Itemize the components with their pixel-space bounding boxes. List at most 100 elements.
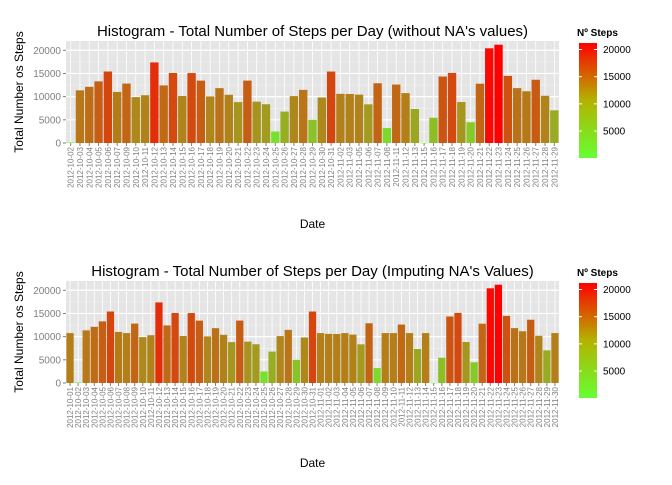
panel2-x-tick-label: 2012-10-30: [300, 386, 309, 427]
panel2-bar: [510, 328, 519, 383]
panel1-bar: [85, 86, 94, 143]
panel2-x-tick-label: 2012-11-17: [446, 386, 455, 427]
panel2-x-tick-label: 2012-11-21: [478, 386, 487, 427]
panel2-bar: [325, 333, 333, 383]
panel1-bar: [150, 62, 159, 143]
panel1-bar: [326, 71, 336, 143]
panel1-x-tick-label: 2012-11-23: [495, 146, 504, 187]
panel2-bar: [131, 323, 139, 383]
panel2-x-tick-label: 2012-10-07: [115, 386, 124, 427]
panel1-x-tick-label: 2012-10-30: [318, 146, 327, 187]
panel1-bar: [522, 91, 531, 143]
panel2-bar: [195, 320, 203, 383]
panel1-bar: [159, 85, 168, 143]
panel1-x-tick-label: 2012-11-08: [383, 146, 392, 187]
panel1-x-tick-label: 2012-10-05: [95, 146, 104, 187]
panel2-bar: [405, 333, 414, 383]
panel1-legend-tick-label: 10000: [603, 99, 631, 110]
panel2-x-tick-label: 2012-11-02: [325, 386, 334, 427]
panel2-bar: [244, 341, 252, 383]
panel1-x-tick-label: 2012-10-04: [85, 146, 94, 187]
panel1-bar: [205, 96, 215, 143]
panel2-bar: [228, 342, 236, 383]
panel2-x-tick-label: 2012-10-10: [139, 386, 148, 427]
panel2-x-tick-label: 2012-11-09: [381, 386, 390, 427]
panel2-bar: [308, 311, 317, 383]
panel1-bar: [457, 102, 466, 143]
panel2-bar: [365, 323, 373, 383]
panel2-bar: [349, 334, 357, 383]
panel2-bar: [462, 342, 470, 383]
panel2-bar: [171, 313, 179, 383]
panel2-x-tick-label: 2012-11-06: [357, 386, 366, 427]
panel1-bar: [233, 102, 243, 143]
panel1-bar: [317, 97, 326, 143]
panel2-x-tick-label: 2012-10-29: [292, 386, 301, 427]
panel1-bar: [122, 83, 131, 143]
panel2-x-tick-label: 2012-11-15: [430, 386, 439, 427]
panel2-x-tick-label: 2012-10-16: [187, 386, 196, 427]
panel2-x-tick-label: 2012-10-28: [284, 386, 293, 427]
panel1-bar: [336, 93, 345, 143]
panel2-x-tick-label: 2012-11-20: [470, 386, 479, 427]
panel1-bar: [66, 142, 75, 143]
panel1-bar: [475, 83, 485, 143]
panel1-x-tick-label: 2012-11-02: [336, 146, 345, 187]
panel2-x-tick-label: 2012-11-04: [341, 386, 350, 427]
panel1-x-tick-label: 2012-11-03: [346, 146, 355, 187]
panel2-x-tick-label: 2012-10-26: [268, 386, 277, 427]
panel2-x-tick-label: 2012-11-30: [551, 386, 560, 427]
panel2-legend-tick-label: 5000: [603, 367, 626, 378]
panel2-y-axis-label: Total Number os Steps: [12, 271, 26, 392]
panel1-legend-colorbar: [579, 43, 597, 158]
panel1-bar: [512, 88, 522, 143]
panel2-bar: [413, 348, 422, 383]
panel1-x-tick-label: 2012-10-20: [225, 146, 234, 187]
panel1-bar: [373, 83, 382, 143]
panel1-x-tick-label: 2012-10-24: [262, 146, 271, 187]
panel2-x-tick-label: 2012-10-05: [98, 386, 107, 427]
panel1-x-tick-label: 2012-11-27: [532, 146, 541, 187]
panel1-bar: [224, 94, 233, 143]
panel2-y-tick-label: 20000: [33, 286, 61, 297]
panel2-x-tick-label: 2012-10-01: [66, 386, 75, 427]
panel2-x-tick-label: 2012-11-16: [438, 386, 447, 427]
panel2-bar: [187, 313, 195, 383]
panel1-x-tick-label: 2012-10-17: [197, 146, 206, 187]
panel2-x-tick-label: 2012-11-07: [365, 386, 374, 427]
panel2-x-tick-label: 2012-11-23: [494, 386, 503, 427]
panel2-bar: [486, 288, 494, 383]
panel2-x-tick-label: 2012-11-12: [405, 386, 414, 427]
panel1-bar: [392, 84, 401, 143]
panel2-x-tick-label: 2012-10-14: [171, 386, 180, 427]
panel1-x-axis-label: Date: [300, 217, 326, 231]
panel1-x-tick-label: 2012-10-22: [243, 146, 252, 187]
panel1-bar: [252, 101, 261, 143]
panel1-x-tick-label: 2012-10-07: [113, 146, 122, 187]
panel2-bar: [147, 335, 155, 383]
panel1-bar: [531, 79, 540, 143]
panel2-bar: [268, 351, 276, 383]
panel2-x-tick-label: 2012-11-28: [535, 386, 544, 427]
panel2-x-tick-label: 2012-11-05: [349, 386, 358, 427]
panel1-bar: [243, 80, 252, 143]
panel1-x-tick-label: 2012-10-06: [104, 146, 113, 187]
panel2-legend-colorbar: [579, 283, 597, 398]
panel2-bar: [276, 336, 284, 383]
panel2-y-tick-label: 15000: [33, 309, 61, 320]
panel2-bar: [422, 333, 430, 383]
panel1-x-tick-label: 2012-10-03: [76, 146, 85, 187]
panel1-bar: [540, 95, 550, 143]
panel1-x-tick-label: 2012-10-16: [188, 146, 197, 187]
panel2-bar: [333, 333, 341, 383]
panel2-bar: [518, 331, 527, 383]
panel1-x-tick-label: 2012-10-10: [132, 146, 141, 187]
panel1-y-tick-label: 15000: [33, 69, 61, 80]
panel1-x-tick-label: 2012-10-02: [67, 146, 76, 187]
panel2-bar: [106, 311, 115, 383]
panel2-legend-tick-label: 10000: [603, 339, 631, 350]
panel2-bar: [535, 335, 543, 383]
panel2-x-tick-label: 2012-11-11: [397, 386, 406, 426]
panel1-bar: [168, 73, 178, 143]
